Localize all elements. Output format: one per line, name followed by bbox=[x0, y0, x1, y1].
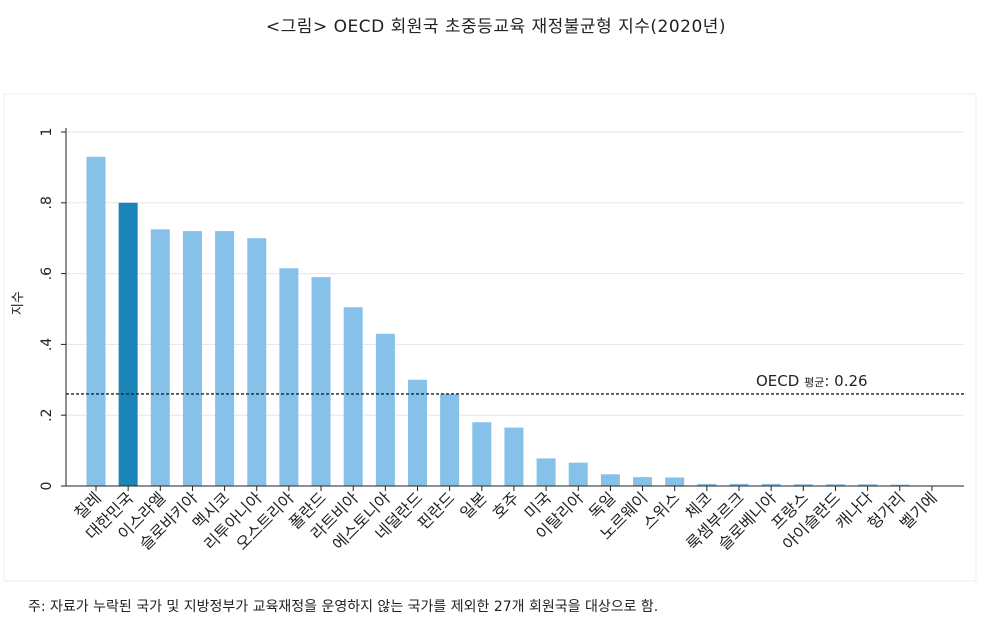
bar-7 bbox=[279, 268, 299, 486]
bar-12 bbox=[440, 393, 460, 486]
bar-15 bbox=[536, 458, 556, 486]
y-axis-label: 지수 bbox=[11, 291, 26, 315]
bar-18 bbox=[633, 477, 653, 486]
bar-6 bbox=[247, 238, 267, 486]
bar-20 bbox=[697, 483, 717, 486]
bar-26 bbox=[890, 484, 910, 486]
y-tick-label: .8 bbox=[39, 196, 55, 209]
bar-13 bbox=[472, 422, 492, 486]
bar-17 bbox=[600, 474, 620, 486]
y-tick-label: .2 bbox=[39, 409, 55, 422]
chart-title: <그림> OECD 회원국 초중등교육 재정불균형 지수(2020년) bbox=[265, 17, 727, 37]
bars bbox=[86, 156, 910, 487]
bar-11 bbox=[408, 379, 427, 486]
y-tick-label: 0 bbox=[39, 482, 55, 491]
bar-19 bbox=[665, 477, 685, 486]
bar-21 bbox=[729, 483, 749, 486]
bar-2 bbox=[118, 202, 138, 487]
bar-5 bbox=[215, 231, 235, 486]
y-tick-label: .4 bbox=[39, 338, 55, 351]
bar-14 bbox=[504, 427, 524, 486]
oecd-average-label: OECD 평균: 0.26 bbox=[756, 372, 868, 390]
y-tick-label: .6 bbox=[39, 267, 55, 280]
axes: 0 .2 .4 .6 .8 1 지수 bbox=[11, 128, 964, 491]
bar-10 bbox=[375, 333, 395, 486]
bar-22 bbox=[761, 483, 781, 486]
bar-25 bbox=[858, 484, 878, 486]
bar-1 bbox=[86, 156, 106, 486]
bar-3 bbox=[150, 229, 170, 486]
chart-note: 주: 자료가 누락된 국가 및 지방정부가 교육재정을 운영하지 않는 국가를 … bbox=[28, 599, 659, 615]
y-tick-label: 1 bbox=[39, 128, 55, 137]
reference-line-group: OECD 평균: 0.26 bbox=[66, 372, 964, 395]
bar-16 bbox=[568, 462, 588, 486]
bar-23 bbox=[793, 484, 813, 486]
bar-9 bbox=[343, 307, 363, 486]
bar-8 bbox=[311, 277, 331, 486]
bar-4 bbox=[182, 231, 202, 486]
bar-24 bbox=[825, 484, 845, 486]
